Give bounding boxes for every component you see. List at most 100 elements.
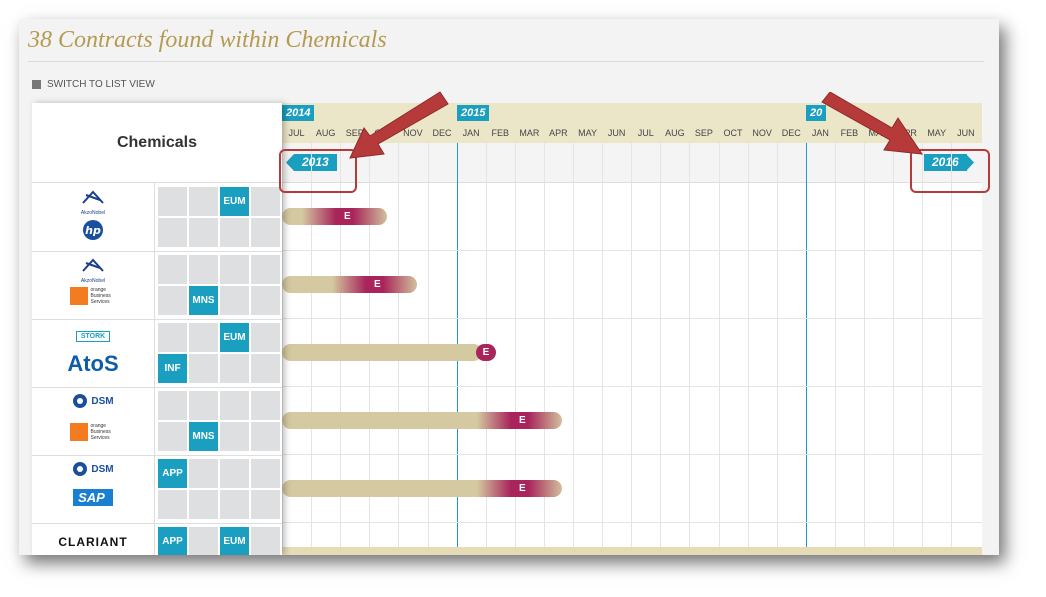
month-gridline xyxy=(573,143,574,555)
service-tile[interactable] xyxy=(189,218,218,247)
contract-bar[interactable] xyxy=(282,547,982,555)
service-tile[interactable] xyxy=(251,490,280,519)
service-tile-app[interactable]: APP xyxy=(158,527,187,555)
stork-logo: STORK xyxy=(32,325,154,343)
service-tile[interactable] xyxy=(189,459,218,488)
month-label: AUG xyxy=(315,128,336,138)
contract-end-marker: E xyxy=(519,483,526,494)
service-tile[interactable] xyxy=(189,187,218,216)
service-tile[interactable] xyxy=(251,286,280,315)
service-tile[interactable] xyxy=(220,218,249,247)
service-tile[interactable] xyxy=(189,490,218,519)
service-tile[interactable] xyxy=(158,286,187,315)
orange-business-services-logo: orange Business Services xyxy=(32,287,154,305)
service-tile-mns[interactable]: MNS xyxy=(189,286,218,315)
service-tile-eum[interactable]: EUM xyxy=(220,527,249,555)
service-tile[interactable] xyxy=(158,323,187,352)
year-label-2016: 20 xyxy=(806,105,827,121)
month-label: MAY xyxy=(578,128,597,138)
service-tile[interactable] xyxy=(158,218,187,247)
contract-bar[interactable]: E xyxy=(282,208,387,225)
month-gridline xyxy=(747,143,749,555)
service-tile[interactable] xyxy=(251,422,280,451)
service-tile[interactable] xyxy=(220,459,249,488)
month-label: JUN xyxy=(957,128,975,138)
company-logos: AkzoNobel orange Business Services xyxy=(32,251,155,319)
company-logos: DSM orange Business Services xyxy=(32,387,155,455)
contract-row[interactable]: DSM SAP APP xyxy=(32,455,282,524)
service-tiles: MNS xyxy=(158,391,280,451)
contract-end-marker: E xyxy=(374,279,381,290)
service-tile[interactable] xyxy=(220,255,249,284)
contract-row[interactable]: AkzoNobel hp EUM xyxy=(32,183,282,252)
contract-bar[interactable]: E xyxy=(282,276,417,293)
service-tile[interactable] xyxy=(189,354,218,383)
month-gridline xyxy=(543,143,545,555)
service-tile[interactable] xyxy=(220,490,249,519)
service-tile[interactable] xyxy=(220,422,249,451)
month-label: NOV xyxy=(403,128,423,138)
service-tile[interactable] xyxy=(251,527,280,555)
month-label: JUL xyxy=(288,128,305,138)
company-logos: DSM SAP xyxy=(32,455,155,523)
service-tile-app[interactable]: APP xyxy=(158,459,187,488)
contract-bar[interactable]: E xyxy=(282,412,562,429)
service-tile-eum[interactable]: EUM xyxy=(220,323,249,352)
service-tiles: APP xyxy=(158,459,280,519)
service-tile[interactable] xyxy=(189,527,218,555)
service-tile[interactable] xyxy=(158,391,187,420)
row-divider xyxy=(282,250,982,251)
service-tile[interactable] xyxy=(251,187,280,216)
service-tile[interactable] xyxy=(158,490,187,519)
service-tile[interactable] xyxy=(189,255,218,284)
contract-row[interactable]: CLARIANT APP EUM xyxy=(32,523,282,555)
year-label-2015: 2015 xyxy=(457,105,490,121)
row-divider xyxy=(282,454,982,455)
year-label-2014: 2014 xyxy=(282,105,315,121)
service-tiles: EUM xyxy=(158,187,280,247)
service-tile[interactable] xyxy=(158,255,187,284)
akzonobel-logo: AkzoNobel xyxy=(32,257,154,284)
year-divider xyxy=(805,143,807,555)
service-tile-eum[interactable]: EUM xyxy=(220,187,249,216)
service-tile[interactable] xyxy=(189,323,218,352)
contract-bar[interactable]: E xyxy=(282,480,562,497)
company-logos: CLARIANT xyxy=(32,523,155,555)
service-tile[interactable] xyxy=(158,187,187,216)
list-view-icon xyxy=(32,80,41,89)
month-label: AUG xyxy=(665,128,685,138)
service-tile-inf[interactable]: INF xyxy=(158,354,187,383)
month-gridline xyxy=(660,143,662,555)
service-tile[interactable] xyxy=(251,323,280,352)
service-tile[interactable] xyxy=(251,218,280,247)
service-tiles: EUM INF xyxy=(158,323,280,383)
service-tile[interactable] xyxy=(251,255,280,284)
contract-bar[interactable] xyxy=(282,344,482,361)
switch-to-list-view-link[interactable]: SWITCH TO LIST VIEW xyxy=(32,79,155,90)
month-gridline xyxy=(718,143,720,555)
month-gridline xyxy=(864,143,865,555)
contract-end-marker: E xyxy=(519,415,526,426)
month-label: MAR xyxy=(519,128,540,138)
contract-row[interactable]: DSM orange Business Services MNS xyxy=(32,387,282,456)
prev-year-button[interactable]: 2013 xyxy=(294,154,337,171)
contract-row[interactable]: AkzoNobel orange Business Services MNS xyxy=(32,251,282,320)
service-tile[interactable] xyxy=(189,391,218,420)
service-tile[interactable] xyxy=(251,354,280,383)
service-tile[interactable] xyxy=(220,354,249,383)
service-tile[interactable] xyxy=(251,391,280,420)
service-tile[interactable] xyxy=(220,391,249,420)
atos-logo: AtoS xyxy=(67,351,119,376)
service-tile-mns[interactable]: MNS xyxy=(189,422,218,451)
dsm-logo: DSM xyxy=(32,461,154,477)
contract-row[interactable]: STORK AtoS EUM INF xyxy=(32,319,282,388)
service-tile[interactable] xyxy=(220,286,249,315)
service-tile[interactable] xyxy=(251,459,280,488)
hp-logo: hp xyxy=(32,219,154,246)
contract-end-marker[interactable]: E xyxy=(476,344,496,361)
akzonobel-logo: AkzoNobel xyxy=(32,189,154,216)
month-gridline xyxy=(602,143,604,555)
service-tile[interactable] xyxy=(158,422,187,451)
year-header: 2014 2015 20 xyxy=(282,103,982,123)
sector-header: Chemicals xyxy=(32,103,282,183)
